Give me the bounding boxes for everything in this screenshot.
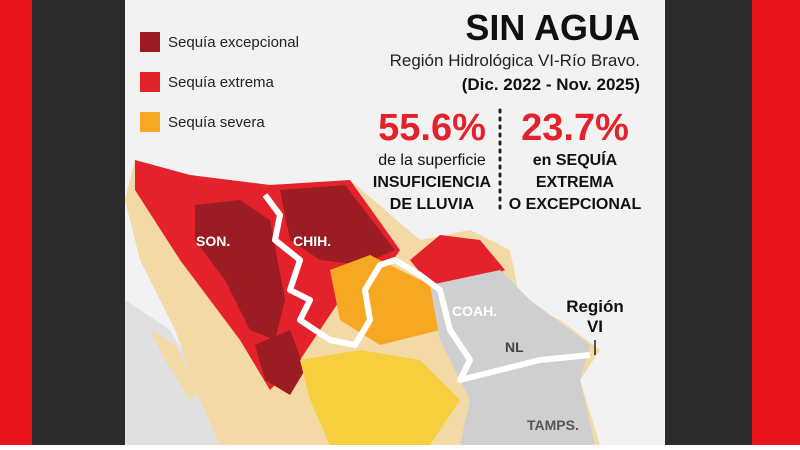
extreme-area-east <box>410 235 505 285</box>
legend-swatch <box>140 112 160 132</box>
left-band <box>0 0 32 445</box>
map-label: COAH. <box>452 303 497 319</box>
map-label: CHIH. <box>293 233 331 249</box>
legend-label: Sequía severa <box>168 114 265 131</box>
stat-line: INSUFICIENCIA <box>373 174 492 191</box>
title: SIN AGUA <box>465 7 640 48</box>
exceptional-chihuahua <box>280 185 395 265</box>
region-border <box>262 193 591 383</box>
map-label: NL <box>505 339 524 355</box>
stat-value: 23.7% <box>521 107 629 149</box>
subtitle: Región Hidrológica VI-Río Bravo. <box>390 51 640 70</box>
region-label: Región <box>566 297 624 316</box>
stat-line: en SEQUÍA <box>533 150 618 169</box>
gray-area <box>430 270 595 445</box>
severe-area <box>330 255 470 345</box>
exceptional-sonora <box>195 200 285 340</box>
stat-line: de la superficie <box>378 152 486 169</box>
map-label: TAMPS. <box>527 417 579 433</box>
map-label: SON. <box>196 233 230 249</box>
legend-label: Sequía extrema <box>168 74 275 91</box>
stat-value: 55.6% <box>378 107 486 149</box>
stat-line: DE LLUVIA <box>390 196 475 213</box>
region-label: VI <box>587 317 603 336</box>
period: (Dic. 2022 - Nov. 2025) <box>462 75 640 94</box>
legend-swatch <box>140 32 160 52</box>
stat-line: O EXCEPCIONAL <box>509 196 642 213</box>
legend-swatch <box>140 72 160 92</box>
legend-label: Sequía excepcional <box>168 34 299 51</box>
map <box>125 160 600 445</box>
moderate-area <box>300 350 460 445</box>
exceptional-south <box>255 330 305 395</box>
right-band <box>752 0 800 445</box>
stat-line: EXTREMA <box>536 174 615 191</box>
land-baja-dry <box>150 330 200 400</box>
